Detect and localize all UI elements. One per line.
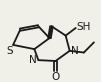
Text: O: O <box>51 72 60 82</box>
Text: S: S <box>6 46 13 56</box>
Text: N: N <box>29 55 36 65</box>
Text: N: N <box>71 46 79 56</box>
Text: SH: SH <box>77 22 91 32</box>
